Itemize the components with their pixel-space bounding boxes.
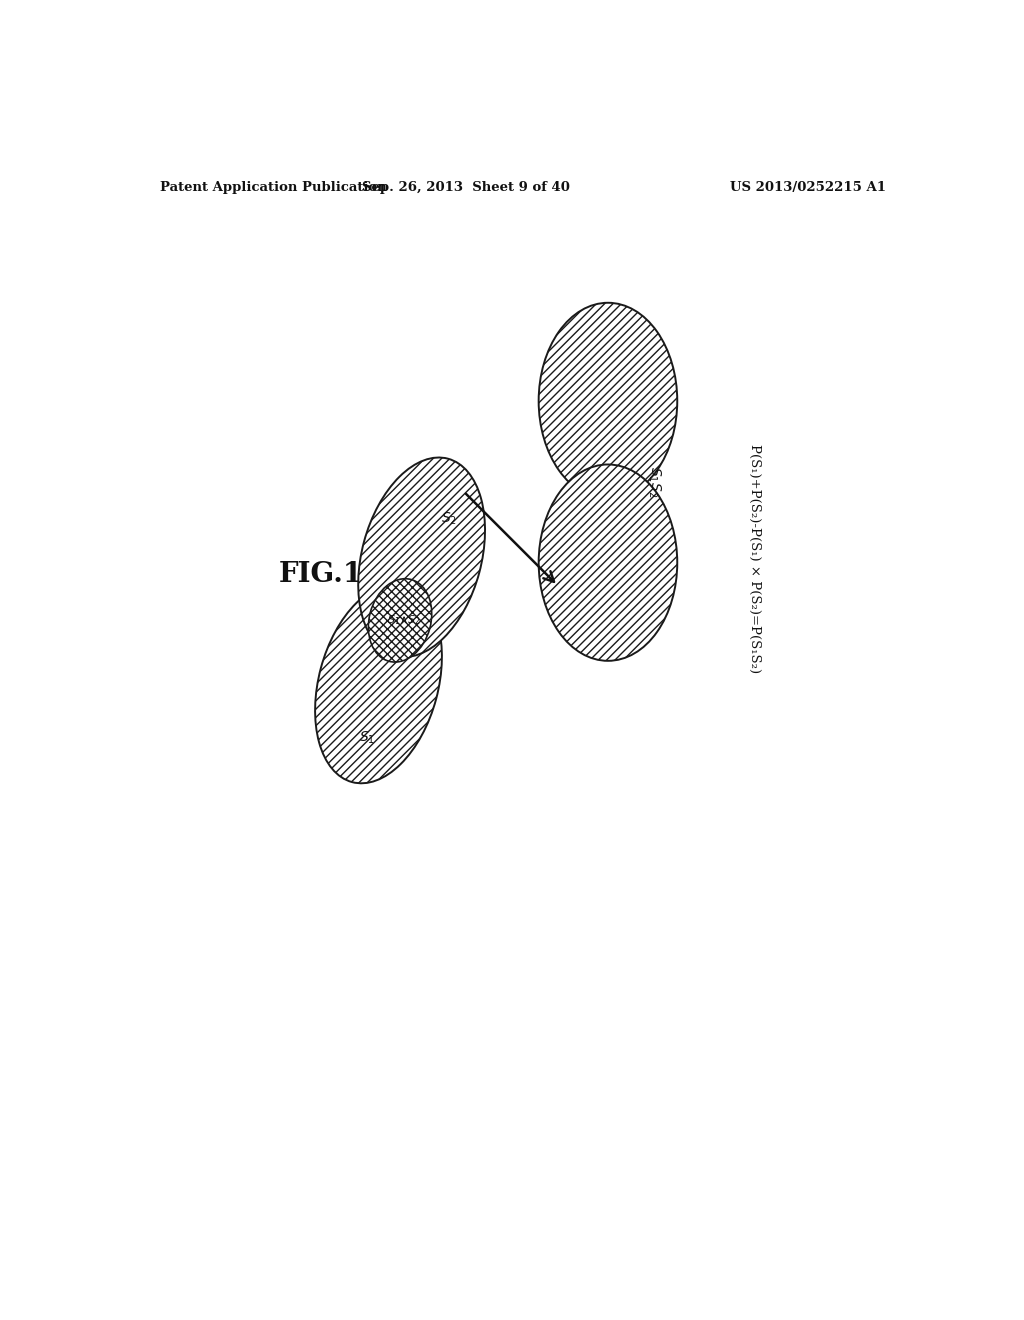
Text: Patent Application Publication: Patent Application Publication: [160, 181, 387, 194]
Text: $S_1S_2$: $S_1S_2$: [646, 466, 663, 498]
Ellipse shape: [315, 583, 442, 783]
Text: $S_2$: $S_2$: [440, 511, 457, 527]
Ellipse shape: [358, 458, 485, 657]
Text: Sep. 26, 2013  Sheet 9 of 40: Sep. 26, 2013 Sheet 9 of 40: [361, 181, 569, 194]
Text: US 2013/0252215 A1: US 2013/0252215 A1: [730, 181, 886, 194]
Text: $S_1$: $S_1$: [359, 729, 375, 746]
Text: FIG.13: FIG.13: [279, 561, 383, 587]
Ellipse shape: [369, 578, 432, 663]
Ellipse shape: [539, 465, 677, 661]
Text: $S_1{\wedge}S_2$: $S_1{\wedge}S_2$: [387, 614, 421, 627]
Text: P(S₁)+P(S₂)-P(S₁) × P(S₂)=P(S₁S₂): P(S₁)+P(S₂)-P(S₁) × P(S₂)=P(S₁S₂): [748, 445, 761, 673]
Ellipse shape: [539, 302, 677, 499]
